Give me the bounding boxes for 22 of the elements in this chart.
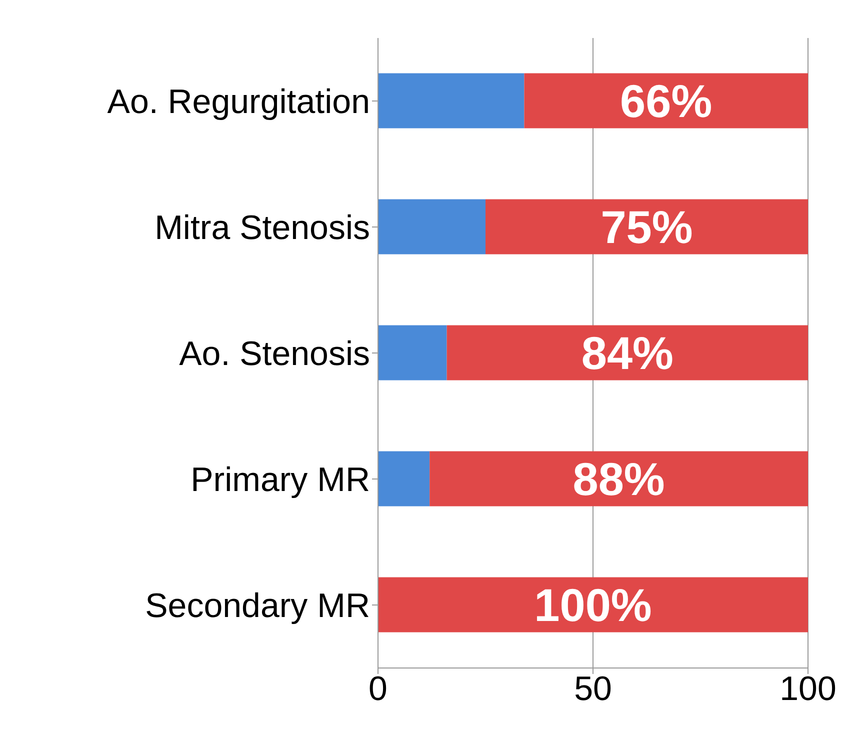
data-label: 75% [600, 200, 693, 253]
bar [378, 199, 486, 254]
data-label: 66% [620, 74, 712, 127]
bar [486, 199, 808, 254]
data-label: 88% [572, 452, 665, 505]
bar [378, 577, 808, 632]
y-tick-label: Primary MR [190, 461, 370, 500]
bar [378, 325, 447, 380]
y-tick-label: Ao. Regurgitation [107, 83, 370, 122]
x-tick-label: 50 [574, 670, 612, 708]
bar [378, 451, 430, 506]
data-label: 100% [534, 578, 652, 631]
y-tick-label: Mitra Stenosis [154, 209, 370, 248]
y-tick-label: Ao. Stenosis [179, 335, 370, 374]
bar [446, 325, 808, 380]
bar [524, 73, 808, 128]
y-tick-label: Secondary MR [145, 587, 370, 626]
data-label: 84% [581, 326, 674, 379]
bar [430, 451, 808, 506]
x-tick-label: 100 [780, 670, 836, 708]
x-tick-label: 0 [368, 670, 388, 708]
bar [378, 73, 524, 128]
